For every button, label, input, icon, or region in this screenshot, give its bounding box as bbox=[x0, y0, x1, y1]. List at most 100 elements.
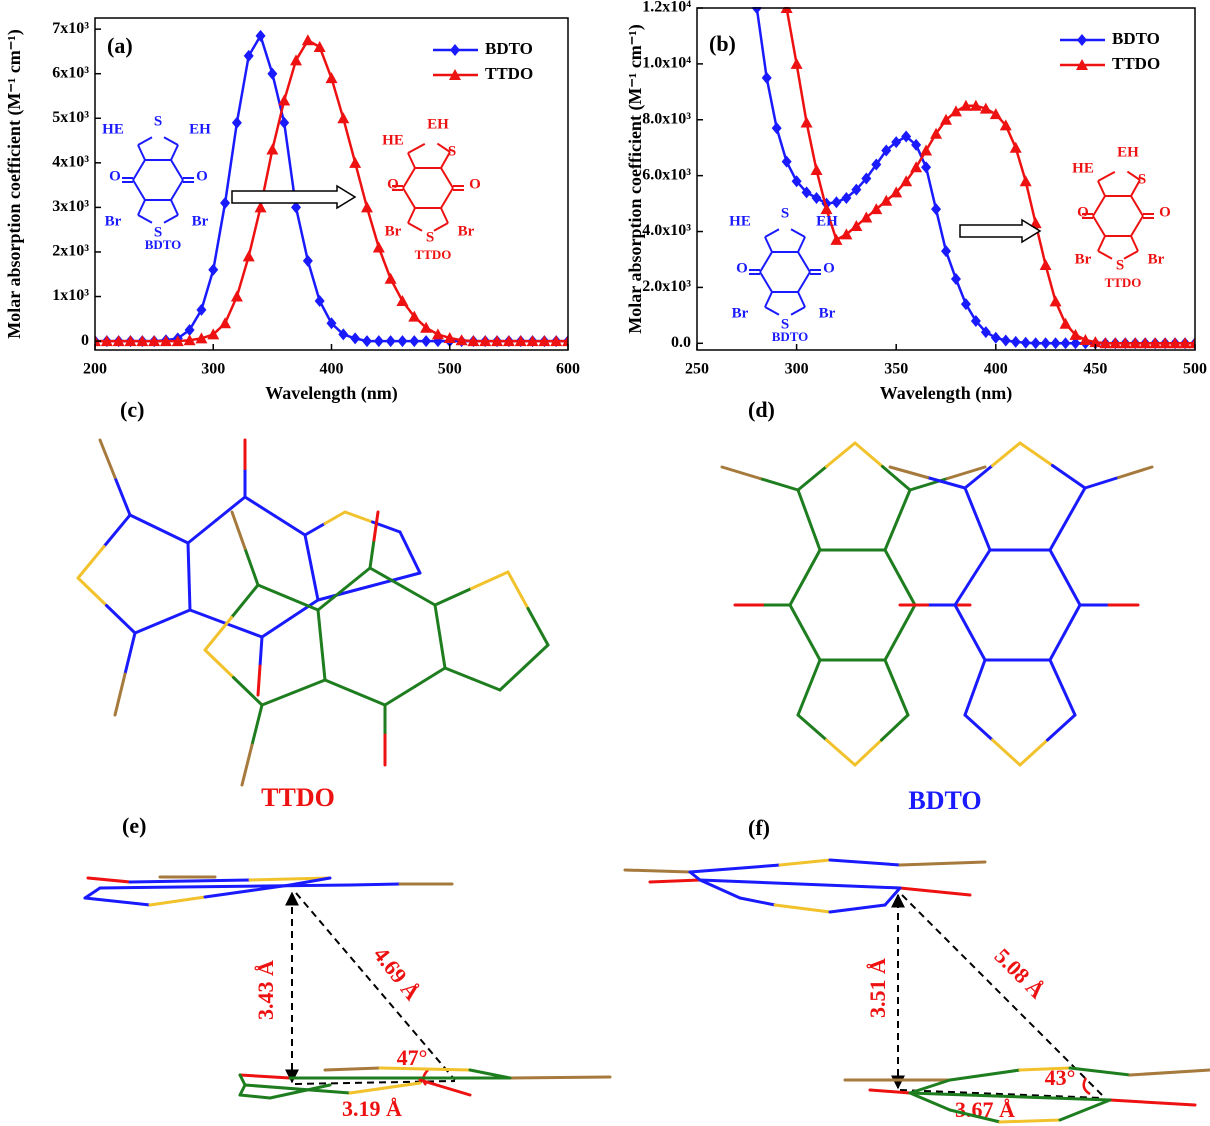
bond bbox=[170, 179, 184, 201]
marker bbox=[443, 331, 456, 343]
bond bbox=[137, 199, 146, 216]
bond bbox=[963, 686, 977, 717]
marker bbox=[1109, 337, 1122, 349]
marker bbox=[830, 233, 843, 245]
marker bbox=[1139, 337, 1152, 349]
legend-label: BDTO bbox=[485, 39, 533, 58]
atom-label: Br bbox=[819, 305, 836, 321]
marker bbox=[526, 335, 539, 347]
marker bbox=[1049, 295, 1062, 307]
marker bbox=[171, 335, 184, 347]
bond bbox=[288, 876, 332, 887]
atom-label: Br bbox=[1148, 251, 1165, 267]
marker bbox=[860, 211, 873, 223]
atom-label: HE bbox=[102, 121, 124, 137]
bond bbox=[1130, 235, 1139, 252]
y-tick-label: 1x10³ bbox=[52, 287, 89, 304]
y-tick-label: 5x10³ bbox=[52, 109, 89, 126]
bond bbox=[433, 587, 473, 607]
bond bbox=[303, 522, 327, 537]
atom-label: S bbox=[1138, 171, 1146, 187]
bond bbox=[908, 1091, 1112, 1102]
atom-label: TTDO bbox=[1105, 275, 1142, 290]
marker bbox=[1029, 217, 1042, 229]
bond bbox=[323, 678, 357, 694]
marker bbox=[372, 241, 385, 253]
bond bbox=[991, 738, 1022, 767]
marker bbox=[970, 314, 981, 327]
y-tick-label: 6x10³ bbox=[52, 64, 89, 81]
bond bbox=[113, 672, 127, 717]
y-tick-label: 4.0x10³ bbox=[642, 222, 691, 239]
marker bbox=[502, 335, 515, 347]
atom-label: Br bbox=[105, 213, 122, 229]
bond bbox=[378, 1066, 472, 1072]
bond bbox=[170, 144, 179, 161]
y-tick-label: 8.0x10³ bbox=[642, 110, 691, 127]
marker bbox=[861, 172, 872, 185]
bond bbox=[1108, 1098, 1197, 1107]
bond bbox=[288, 598, 320, 620]
legend-label: TTDO bbox=[485, 64, 533, 83]
marker bbox=[360, 201, 373, 213]
bond bbox=[1117, 465, 1154, 479]
marker bbox=[969, 99, 982, 111]
bond bbox=[1097, 235, 1106, 252]
atom-label: O bbox=[1159, 204, 1171, 220]
bond bbox=[157, 527, 190, 545]
marker bbox=[279, 116, 290, 129]
bond bbox=[471, 677, 502, 692]
bond bbox=[971, 548, 992, 579]
marker bbox=[1000, 334, 1011, 347]
bond bbox=[1097, 171, 1116, 182]
bond bbox=[408, 551, 422, 575]
bond bbox=[1048, 631, 1067, 662]
marker bbox=[1040, 337, 1051, 350]
x-tick-label: 300 bbox=[785, 361, 809, 378]
distance-line bbox=[899, 1089, 1103, 1099]
bond bbox=[105, 604, 137, 635]
bond bbox=[1063, 576, 1082, 607]
bond bbox=[881, 465, 912, 492]
bond bbox=[86, 876, 132, 884]
bond bbox=[187, 575, 192, 612]
bond bbox=[1063, 603, 1082, 634]
atom-label: S bbox=[426, 229, 434, 245]
atom-label: Br bbox=[732, 305, 749, 321]
y-tick-label: 2x10³ bbox=[52, 243, 89, 260]
marker bbox=[1059, 317, 1072, 329]
bond bbox=[1130, 179, 1141, 197]
bond bbox=[946, 465, 987, 480]
bond bbox=[468, 1068, 512, 1080]
bond bbox=[788, 603, 807, 634]
bond bbox=[238, 1073, 292, 1080]
bond bbox=[853, 738, 883, 767]
bond bbox=[238, 1083, 247, 1097]
bond bbox=[948, 1108, 1002, 1124]
bond bbox=[1126, 170, 1141, 181]
bond bbox=[908, 1091, 952, 1112]
bond bbox=[803, 631, 822, 662]
bond bbox=[522, 643, 550, 669]
bond bbox=[407, 207, 416, 224]
panel-label: (d) bbox=[748, 397, 775, 422]
bond bbox=[758, 477, 800, 492]
bond bbox=[383, 685, 417, 707]
bond bbox=[908, 1078, 952, 1095]
marker bbox=[840, 228, 853, 240]
marker bbox=[124, 335, 137, 347]
bond bbox=[203, 648, 235, 679]
bond bbox=[926, 476, 967, 490]
y-tick-label: 0.0 bbox=[671, 334, 691, 351]
bond bbox=[991, 441, 1022, 467]
atom-label: HE bbox=[382, 132, 404, 148]
bond bbox=[973, 658, 987, 689]
bond bbox=[128, 878, 252, 884]
bond bbox=[797, 236, 806, 253]
bond bbox=[1048, 658, 1064, 689]
bond bbox=[98, 438, 117, 479]
marker bbox=[931, 203, 942, 216]
marker bbox=[196, 303, 207, 316]
bond bbox=[230, 510, 247, 550]
